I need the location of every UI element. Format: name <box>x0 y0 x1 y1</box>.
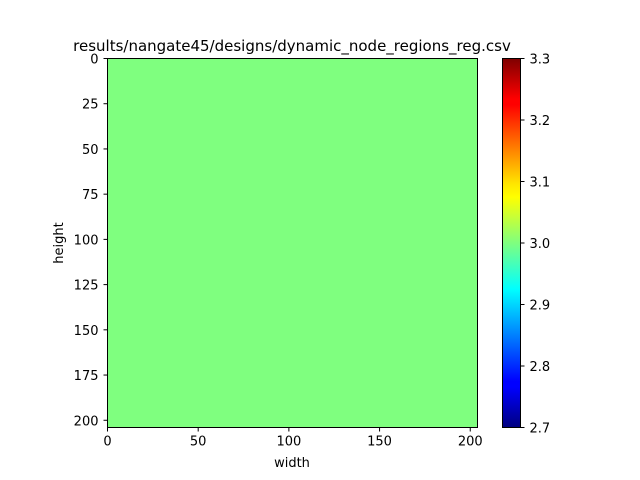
y-tick-label: 200 <box>74 414 99 429</box>
x-tick-label: 200 <box>458 435 483 450</box>
y-axis-label: height <box>52 222 67 263</box>
y-axis-ticks: 0 25 50 75 100 125 150 175 200 <box>74 53 108 429</box>
y-tick-label: 0 <box>90 53 98 68</box>
colorbar-tick-label: 3.2 <box>530 114 551 129</box>
chart-title: results/nangate45/designs/dynamic_node_r… <box>73 37 511 56</box>
y-tick-label: 75 <box>82 188 99 203</box>
colorbar-tick-label: 3.1 <box>530 176 551 191</box>
x-tick-label: 50 <box>190 435 207 450</box>
plot-frame <box>107 58 478 428</box>
colorbar-tick-label: 3.3 <box>530 53 551 68</box>
x-axis-label: width <box>274 456 310 471</box>
x-tick-label: 0 <box>103 435 111 450</box>
colorbar-tick-label: 2.7 <box>530 422 551 437</box>
y-tick-label: 150 <box>74 324 99 339</box>
y-tick-label: 25 <box>82 98 99 113</box>
y-tick-label: 175 <box>74 369 99 384</box>
x-tick-label: 100 <box>276 435 301 450</box>
colorbar-tick-label: 2.8 <box>530 360 551 375</box>
colorbar <box>502 58 521 428</box>
x-axis-ticks: 0 50 100 150 200 <box>103 427 483 450</box>
y-tick-label: 50 <box>82 143 99 158</box>
heatmap-image <box>107 58 478 428</box>
y-tick-label: 100 <box>74 233 99 248</box>
colorbar-tick-label: 3.0 <box>530 237 551 252</box>
x-tick-label: 150 <box>367 435 392 450</box>
colorbar-ticks: 2.7 2.8 2.9 3.0 3.1 3.2 3.3 <box>520 53 551 437</box>
y-tick-label: 125 <box>74 279 99 294</box>
colorbar-tick-label: 2.9 <box>530 299 551 314</box>
